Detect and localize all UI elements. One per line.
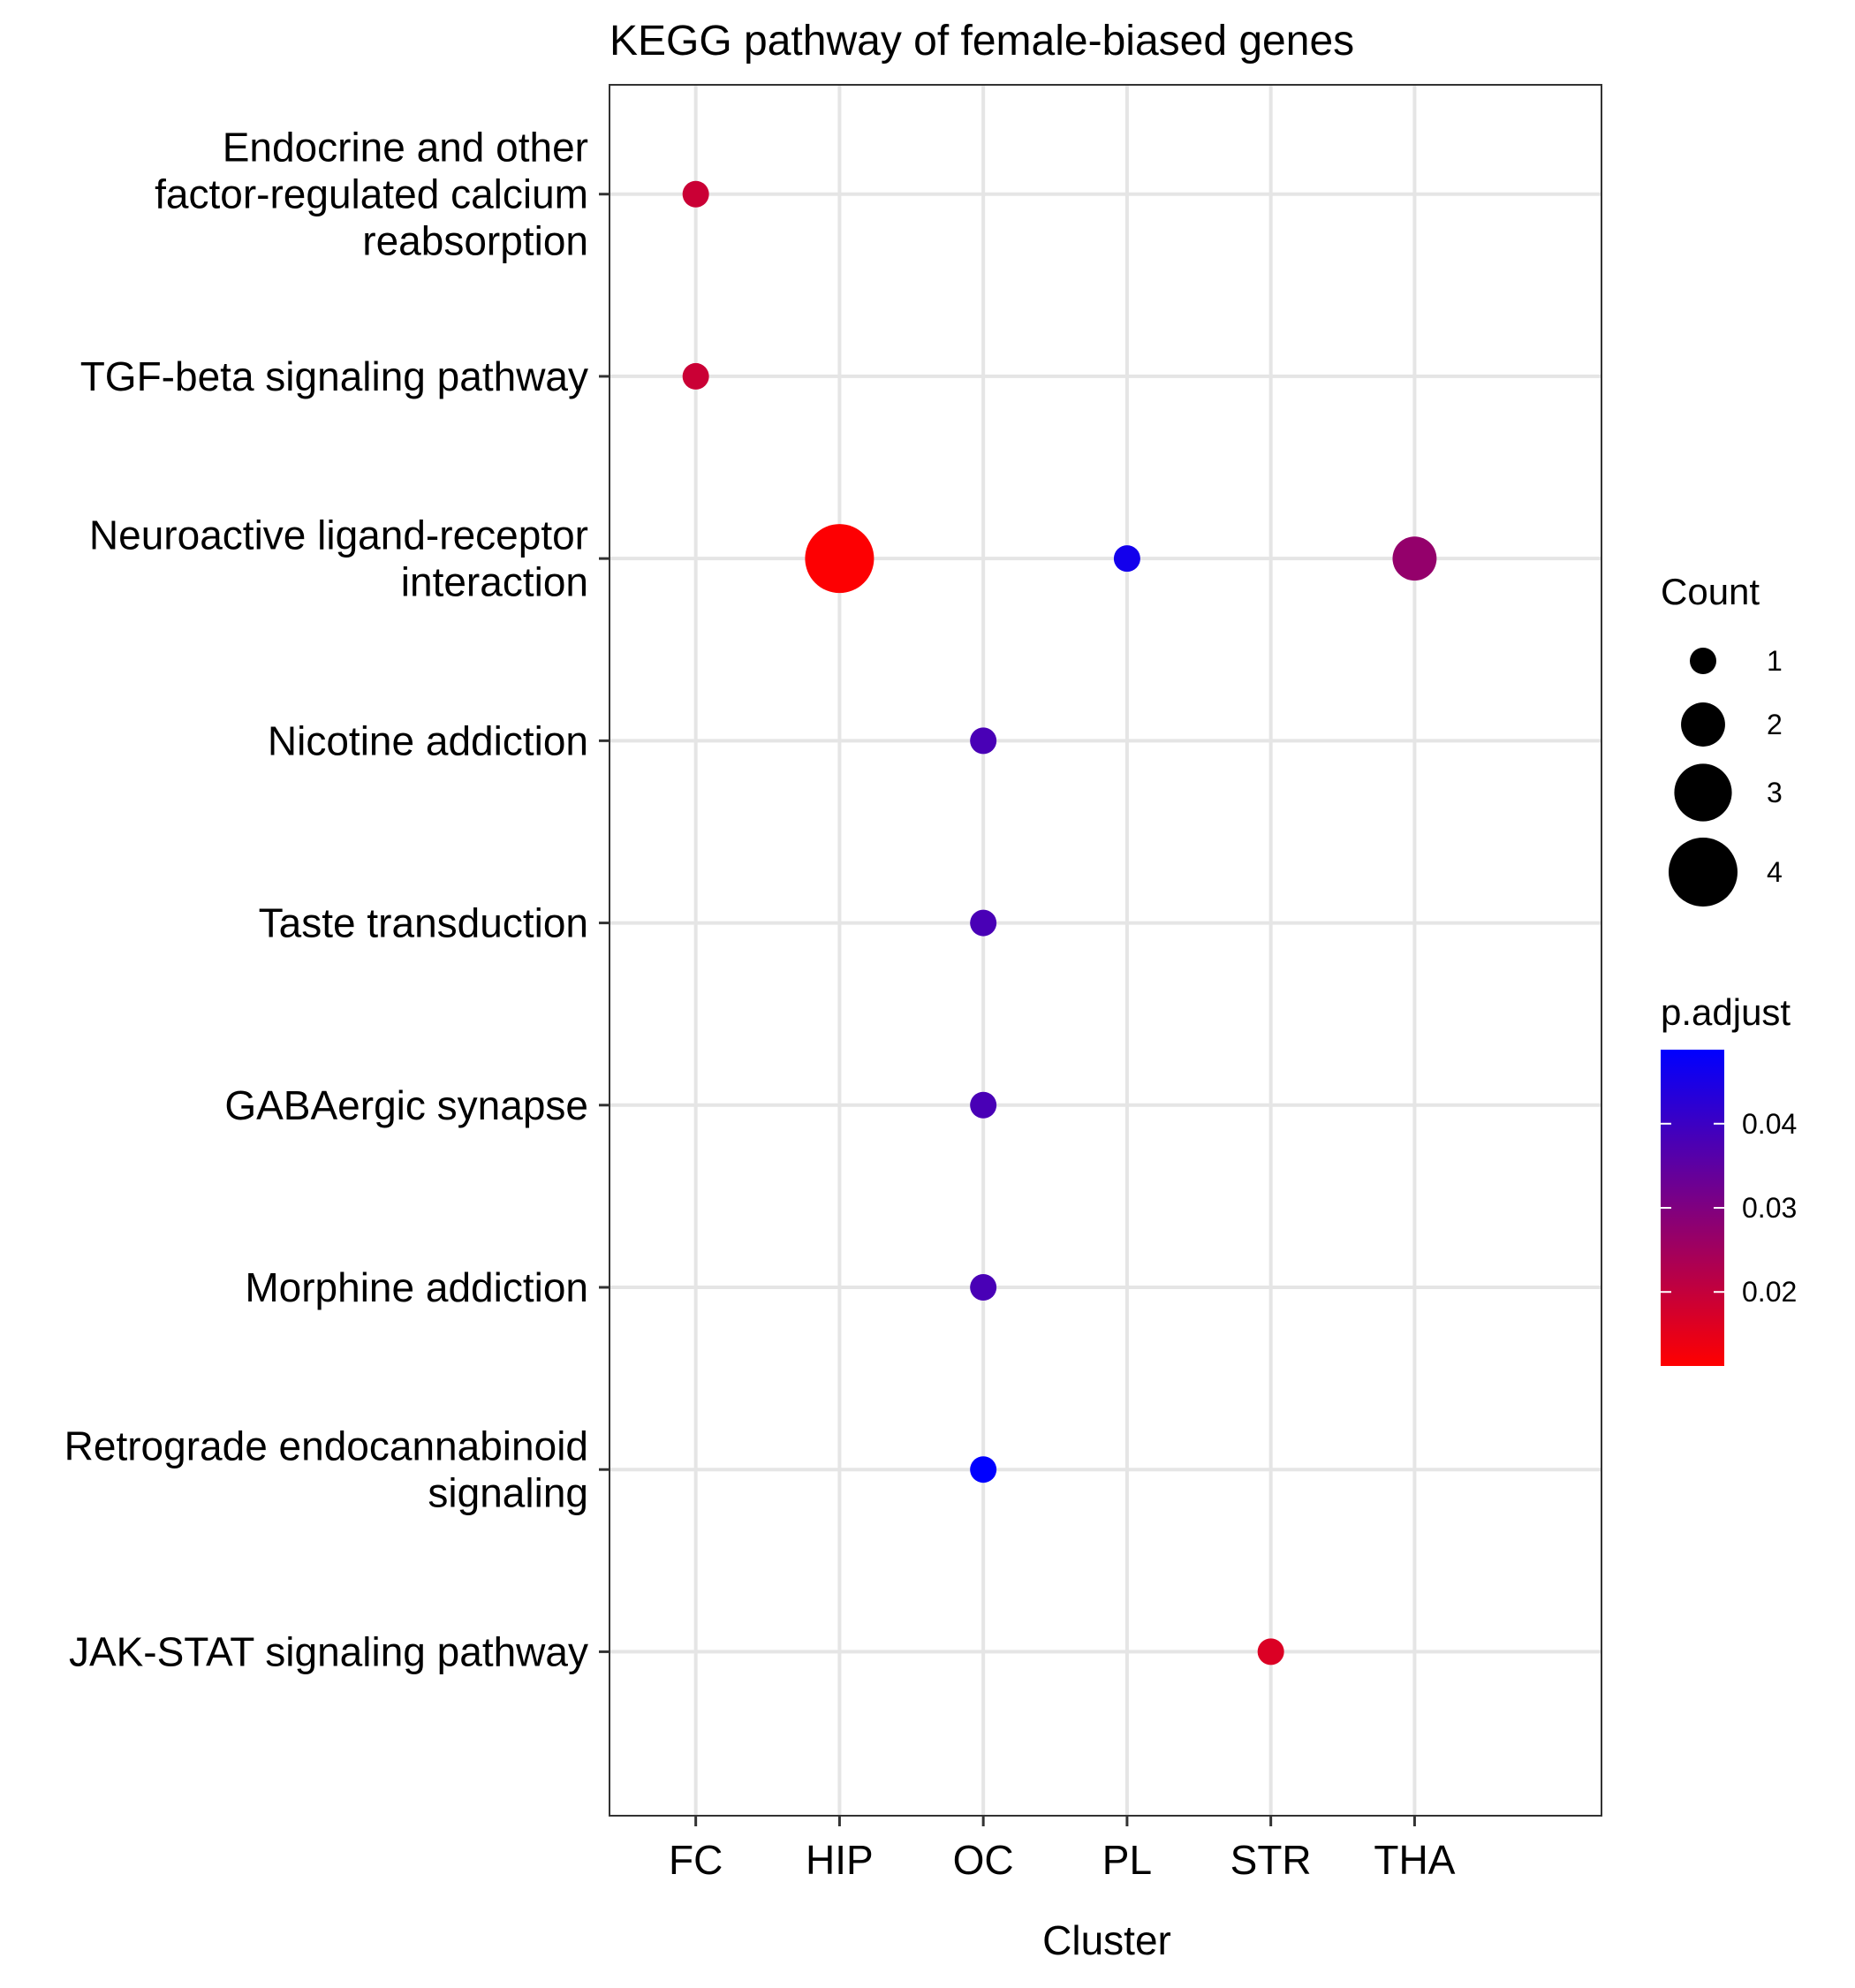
y-tick-label-line: Retrograde endocannabinoid: [64, 1423, 588, 1469]
y-tick-label-line: factor-regulated calcium: [155, 171, 588, 217]
y-tick-label-line: Neuroactive ligand-receptor: [89, 512, 588, 558]
y-tick-label-line: interaction: [401, 559, 588, 605]
data-point: [970, 1456, 997, 1483]
y-tick-label: Retrograde endocannabinoid signaling: [64, 1423, 588, 1516]
y-tick-label: Nicotine addiction: [268, 717, 588, 763]
y-tick-label-line: JAK-STAT signaling pathway: [69, 1628, 588, 1674]
y-tick-label-line: signaling: [428, 1470, 588, 1516]
data-point: [970, 727, 997, 755]
colorbar-tick-label: 0.04: [1742, 1108, 1797, 1140]
y-tick-label-line: reabsorption: [362, 218, 588, 264]
data-point: [970, 1273, 997, 1301]
count-legend-key: [1674, 763, 1732, 822]
data-point: [1257, 1638, 1284, 1666]
x-tick-label: OC: [953, 1837, 1014, 1883]
y-tick-label-line: Morphine addiction: [245, 1264, 588, 1310]
x-tick-label: STR: [1230, 1837, 1312, 1883]
x-tick-label: THA: [1374, 1837, 1455, 1883]
count-legend: Count 1 2 3 4: [1661, 571, 1783, 907]
data-point: [805, 524, 874, 594]
y-tick-label: Taste transduction: [259, 900, 588, 946]
plot-panel: [609, 84, 1602, 1817]
x-tick-label: HIP: [806, 1837, 874, 1883]
y-tick-label: GABAergic synapse: [224, 1082, 588, 1128]
x-tick-label: FC: [669, 1837, 723, 1883]
y-tick-label-line: Nicotine addiction: [268, 717, 588, 763]
p-adjust-legend: p.adjust 0.02 0.03 0.04: [1661, 991, 1797, 1366]
count-legend-label: 3: [1767, 777, 1783, 808]
colorbar-tick-label: 0.02: [1742, 1276, 1797, 1308]
y-axis: Endocrine and other factor-regulated calc…: [64, 125, 610, 1674]
x-axis: FC HIP OC PL STR THA: [669, 1816, 1456, 1883]
y-tick-label-line: Taste transduction: [259, 900, 588, 946]
y-tick-label: Morphine addiction: [245, 1264, 588, 1310]
y-tick-label-line: Endocrine and other: [223, 125, 588, 171]
data-point: [1113, 545, 1140, 573]
colorbar-tick-label: 0.03: [1742, 1192, 1797, 1224]
data-point: [970, 1091, 997, 1119]
y-tick-label: JAK-STAT signaling pathway: [69, 1628, 588, 1674]
y-tick-label: Endocrine and other factor-regulated calc…: [155, 125, 588, 264]
count-legend-key: [1690, 648, 1716, 674]
count-legend-key: [1681, 702, 1725, 747]
data-point: [682, 362, 709, 390]
count-legend-label: 4: [1767, 856, 1783, 888]
data-point: [1392, 536, 1437, 581]
count-legend-key: [1669, 838, 1738, 907]
y-tick-label-line: GABAergic synapse: [224, 1082, 588, 1128]
x-axis-title: Cluster: [1042, 1917, 1171, 1963]
p-adjust-legend-title: p.adjust: [1661, 991, 1791, 1033]
chart-title: KEGG pathway of female-biased genes: [610, 18, 1354, 64]
data-point: [682, 180, 709, 208]
panel-border: [609, 84, 1602, 1817]
y-tick-label-line: TGF-beta signaling pathway: [80, 353, 588, 399]
x-tick-label: PL: [1102, 1837, 1152, 1883]
count-legend-title: Count: [1661, 571, 1760, 612]
count-legend-label: 2: [1767, 709, 1783, 740]
data-point: [970, 909, 997, 937]
y-tick-label: TGF-beta signaling pathway: [80, 353, 588, 399]
y-tick-label: Neuroactive ligand-receptor interaction: [89, 512, 588, 605]
count-legend-label: 1: [1767, 645, 1783, 677]
